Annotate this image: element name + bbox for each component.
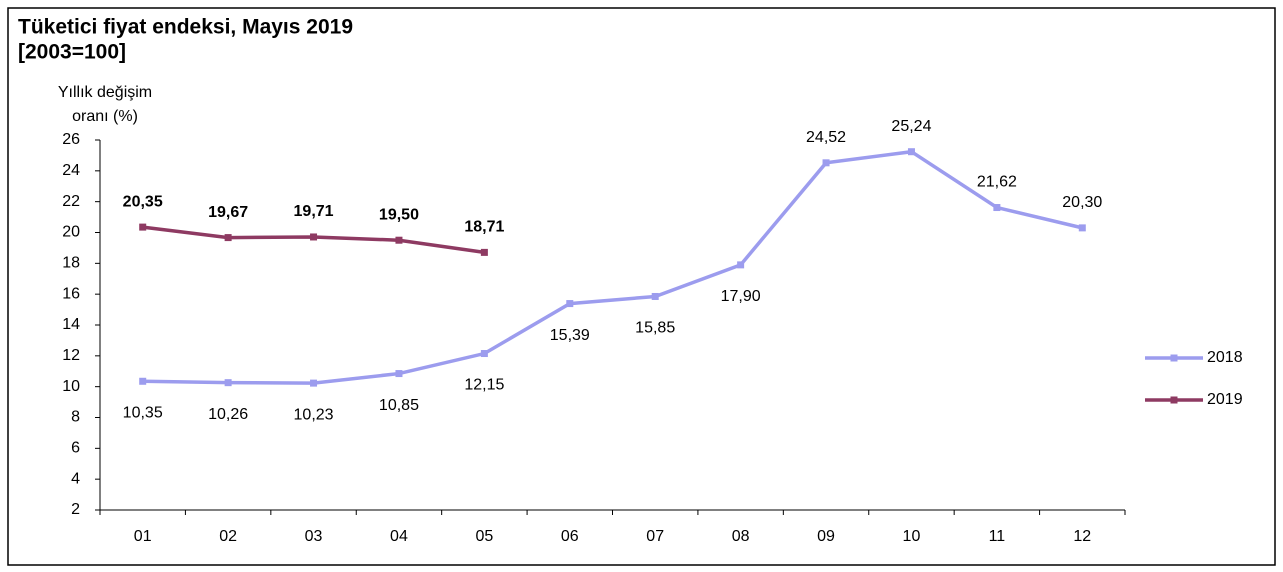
y-tick-label: 14 [62, 316, 80, 333]
point-marker [651, 292, 659, 300]
point-marker [822, 159, 830, 167]
y-axis-label: oranı (%) [72, 108, 138, 125]
legend-marker [1170, 354, 1178, 362]
chart-title: Tüketici fiyat endeksi, Mayıs 2019 [18, 16, 353, 39]
x-tick-label: 09 [817, 528, 835, 545]
point-marker [566, 300, 574, 308]
point-marker [224, 234, 232, 242]
legend-label: 2018 [1207, 349, 1243, 366]
y-axis-label: Yıllık değişim [58, 84, 152, 101]
data-label: 21,62 [977, 174, 1017, 191]
data-label: 25,24 [891, 118, 931, 135]
series-line [142, 149, 1083, 385]
data-label: 17,90 [721, 288, 761, 305]
data-label: 10,26 [208, 406, 248, 423]
point-marker [395, 236, 403, 244]
point-marker [993, 204, 1001, 212]
x-tick-label: 04 [390, 528, 408, 545]
point-marker [224, 379, 232, 387]
x-tick-label: 06 [561, 528, 579, 545]
data-label: 10,85 [379, 397, 419, 414]
x-tick-label: 11 [989, 528, 1006, 545]
point-marker [310, 379, 318, 387]
x-tick-label: 07 [646, 528, 664, 545]
data-label: 24,52 [806, 129, 846, 146]
point-marker [310, 233, 318, 241]
point-marker [480, 350, 488, 358]
point-marker [139, 223, 147, 231]
x-tick-label: 08 [732, 528, 750, 545]
point-marker [480, 248, 488, 256]
y-tick-label: 20 [62, 224, 80, 241]
y-tick-label: 16 [62, 285, 80, 302]
data-label: 12,15 [464, 377, 504, 394]
x-tick-label: 10 [903, 528, 921, 545]
data-label: 18,71 [464, 219, 504, 236]
data-label: 15,85 [635, 320, 675, 337]
data-label: 19,67 [208, 204, 248, 221]
y-tick-label: 6 [71, 440, 80, 457]
data-label: 15,39 [550, 327, 590, 344]
point-marker [1078, 224, 1086, 232]
data-label: 10,23 [294, 406, 334, 423]
data-label: 19,50 [379, 206, 419, 223]
y-tick-label: 18 [62, 255, 80, 272]
x-tick-label: 01 [134, 528, 152, 545]
point-marker [737, 261, 745, 269]
point-marker [139, 377, 147, 385]
data-label: 20,30 [1062, 194, 1102, 211]
x-tick-label: 05 [475, 528, 493, 545]
y-tick-label: 2 [71, 501, 80, 518]
y-tick-label: 12 [62, 347, 80, 364]
point-marker [907, 148, 915, 156]
y-tick-label: 24 [62, 162, 80, 179]
legend-marker [1170, 396, 1178, 404]
x-tick-label: 02 [219, 528, 237, 545]
y-tick-label: 4 [71, 470, 80, 487]
data-label: 19,71 [294, 203, 334, 220]
chart-subtitle: [2003=100] [18, 41, 126, 64]
data-label: 20,35 [123, 193, 163, 210]
y-tick-label: 10 [62, 378, 80, 395]
y-tick-label: 8 [71, 409, 80, 426]
legend-label: 2019 [1207, 391, 1243, 408]
y-tick-label: 22 [62, 193, 80, 210]
data-label: 10,35 [123, 404, 163, 421]
chart-frame [7, 7, 1276, 566]
x-tick-label: 12 [1073, 528, 1091, 545]
x-tick-label: 03 [305, 528, 323, 545]
y-tick-label: 26 [62, 131, 80, 148]
point-marker [395, 370, 403, 378]
